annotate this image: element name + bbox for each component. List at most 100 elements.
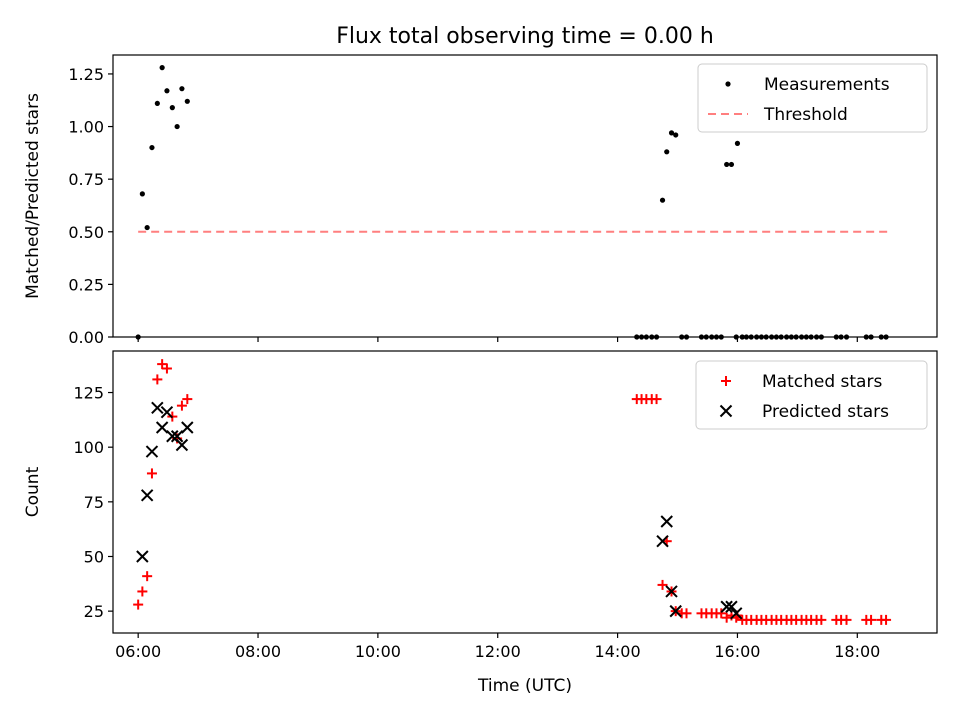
data-point <box>734 140 741 146</box>
data-point <box>669 604 682 618</box>
data-point <box>653 334 660 340</box>
y-tick-label: 1.00 <box>68 118 104 137</box>
data-point <box>137 586 148 597</box>
data-point <box>843 334 850 340</box>
data-point <box>743 334 750 340</box>
data-point-b <box>720 600 733 613</box>
y-tick-label: 50 <box>84 547 104 566</box>
legend-label: Matched stars <box>762 372 882 392</box>
legend-label: Predicted stars <box>762 402 889 422</box>
data-point <box>668 130 675 136</box>
data-point <box>754 334 760 340</box>
data-point <box>157 359 168 370</box>
data-point <box>748 334 754 340</box>
x-tick-label: 14:00 <box>595 642 641 661</box>
y-tick-label: 125 <box>73 384 104 403</box>
data-point <box>733 334 739 340</box>
data-point-b <box>725 600 738 613</box>
data-point <box>161 363 172 374</box>
data-point <box>184 98 190 104</box>
data-point <box>739 334 745 340</box>
data-point-b <box>669 604 682 618</box>
data-point <box>716 608 727 619</box>
x-tick-label: 18:00 <box>834 642 880 661</box>
y-tick-label: 100 <box>73 438 104 457</box>
data-point <box>773 334 779 340</box>
data-point <box>878 334 884 340</box>
data-point <box>181 421 194 434</box>
x-tick-label: 06:00 <box>115 642 161 661</box>
data-point <box>155 421 169 434</box>
data-point <box>135 334 141 340</box>
data-point <box>174 123 180 130</box>
data-point <box>798 334 805 340</box>
data-point <box>179 86 185 92</box>
data-point <box>793 334 799 340</box>
data-point <box>883 334 889 340</box>
data-point <box>730 607 743 620</box>
data-point <box>170 430 184 443</box>
data-point-b <box>145 445 159 458</box>
data-point <box>703 334 709 340</box>
data-point <box>176 400 187 411</box>
data-point-b <box>151 401 164 415</box>
data-point <box>673 132 679 138</box>
data-point <box>728 161 735 168</box>
data-point <box>133 599 144 610</box>
legend-swatch <box>719 404 733 418</box>
data-point-b <box>160 406 174 419</box>
data-point <box>649 334 655 340</box>
data-point <box>718 334 724 340</box>
data-point <box>136 550 149 563</box>
data-point <box>813 334 820 340</box>
data-point <box>634 334 640 340</box>
legend: Measurements Threshold <box>697 63 928 133</box>
data-point-b <box>155 421 169 434</box>
legend-swatch <box>725 81 731 87</box>
data-point <box>788 334 794 340</box>
data-point <box>709 334 715 340</box>
data-point <box>659 197 666 203</box>
data-point-b <box>730 607 743 620</box>
data-point <box>769 334 775 340</box>
data-point <box>159 65 165 71</box>
data-point <box>681 608 692 619</box>
data-point <box>721 612 732 623</box>
data-point-b <box>140 489 154 502</box>
y-tick-label: 25 <box>84 602 104 621</box>
y-axis-label: Count <box>23 466 43 517</box>
x-tick-label: 08:00 <box>235 642 281 661</box>
data-point <box>651 394 662 405</box>
data-point <box>149 144 155 151</box>
data-point <box>816 614 827 625</box>
legend: Matched stars Predicted stars <box>695 360 928 430</box>
data-point <box>164 88 170 94</box>
data-point <box>140 489 154 502</box>
data-point <box>818 334 824 340</box>
x-tick-label: 16:00 <box>714 642 760 661</box>
legend-swatch-b <box>719 404 733 418</box>
x-tick-label: 10:00 <box>355 642 401 661</box>
data-point <box>778 334 784 340</box>
data-point <box>868 334 874 340</box>
data-point <box>724 161 730 168</box>
data-point-b <box>181 421 194 434</box>
data-point <box>679 334 685 340</box>
series-matched-stars <box>133 359 892 625</box>
data-point <box>664 149 670 155</box>
y-tick-label: 1.25 <box>68 65 104 84</box>
data-point-b <box>136 550 149 563</box>
data-point <box>152 374 163 385</box>
legend-box <box>697 63 928 133</box>
y-tick-label: 0.50 <box>68 223 104 242</box>
data-point <box>160 406 174 419</box>
data-point <box>638 334 645 340</box>
legend-label: Threshold <box>763 105 848 125</box>
data-point <box>763 334 769 340</box>
data-point <box>720 600 733 613</box>
data-point-b <box>166 430 179 443</box>
data-point <box>175 438 189 452</box>
data-point <box>683 334 690 340</box>
data-point <box>660 515 673 528</box>
data-point <box>841 614 852 625</box>
